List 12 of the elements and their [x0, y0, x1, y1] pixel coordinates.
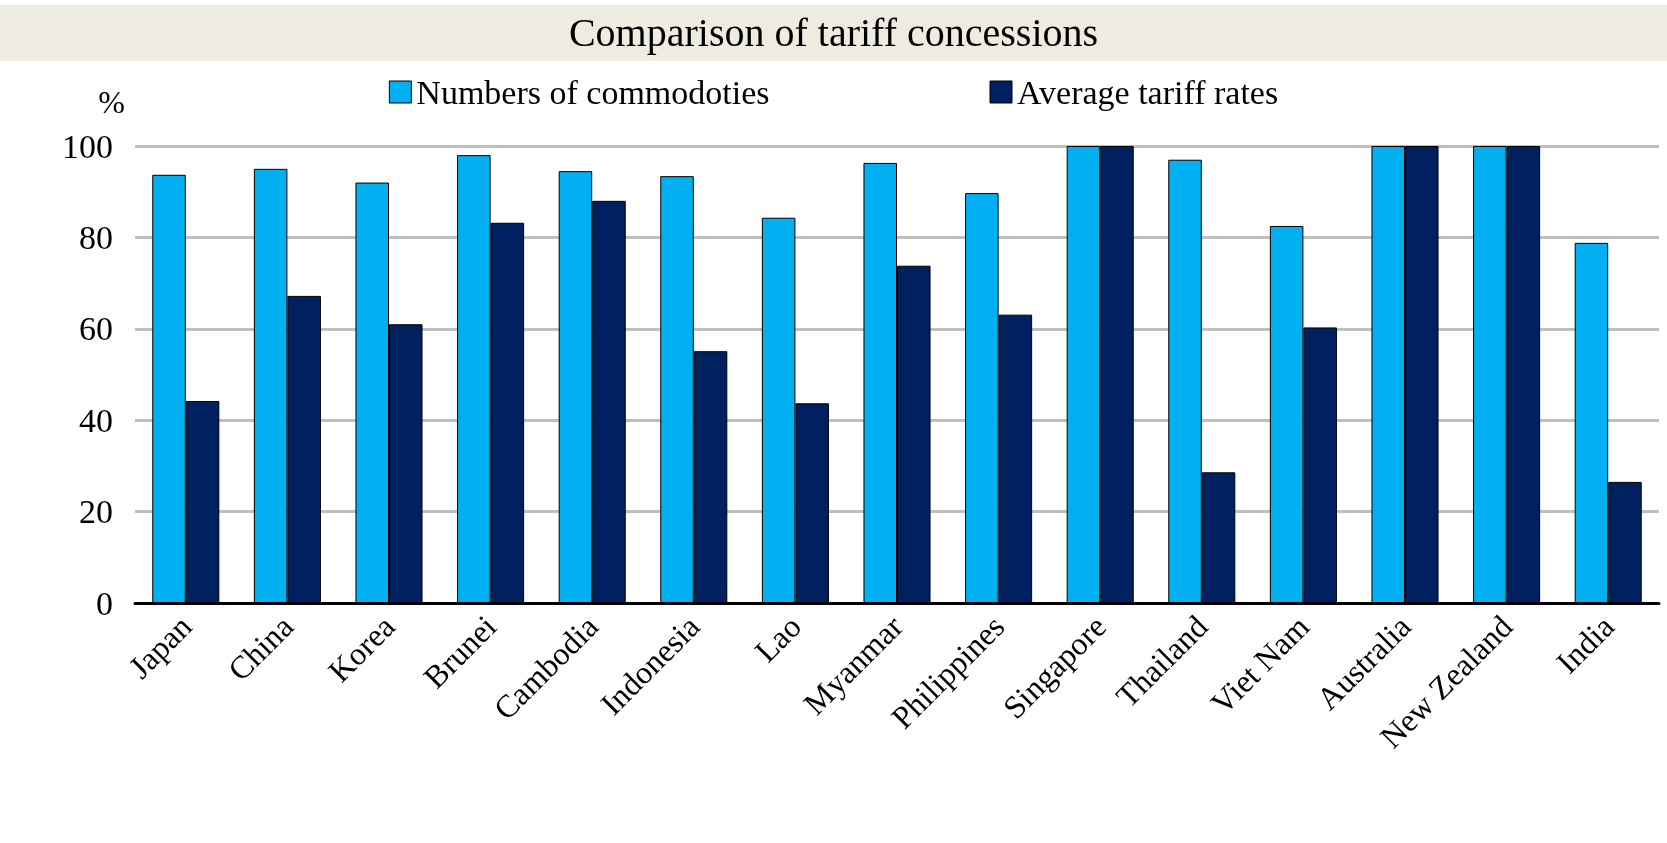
y-tick-label: 40	[79, 401, 113, 439]
legend-label: Average tariff rates	[1017, 73, 1279, 111]
chart-title: Comparison of tariff concessions	[0, 5, 1667, 61]
y-tick-label: 20	[79, 493, 113, 531]
y-axis-title: %	[98, 84, 125, 120]
legend-label: Numbers of commodoties	[416, 73, 770, 111]
y-tick-label: 0	[96, 584, 113, 622]
y-tick-label: 60	[79, 310, 113, 348]
x-tick-label: Lao	[747, 608, 809, 669]
y-tick-label: 100	[62, 127, 113, 165]
y-tick-label: 80	[79, 218, 113, 256]
x-tick-label: India	[1549, 608, 1621, 681]
